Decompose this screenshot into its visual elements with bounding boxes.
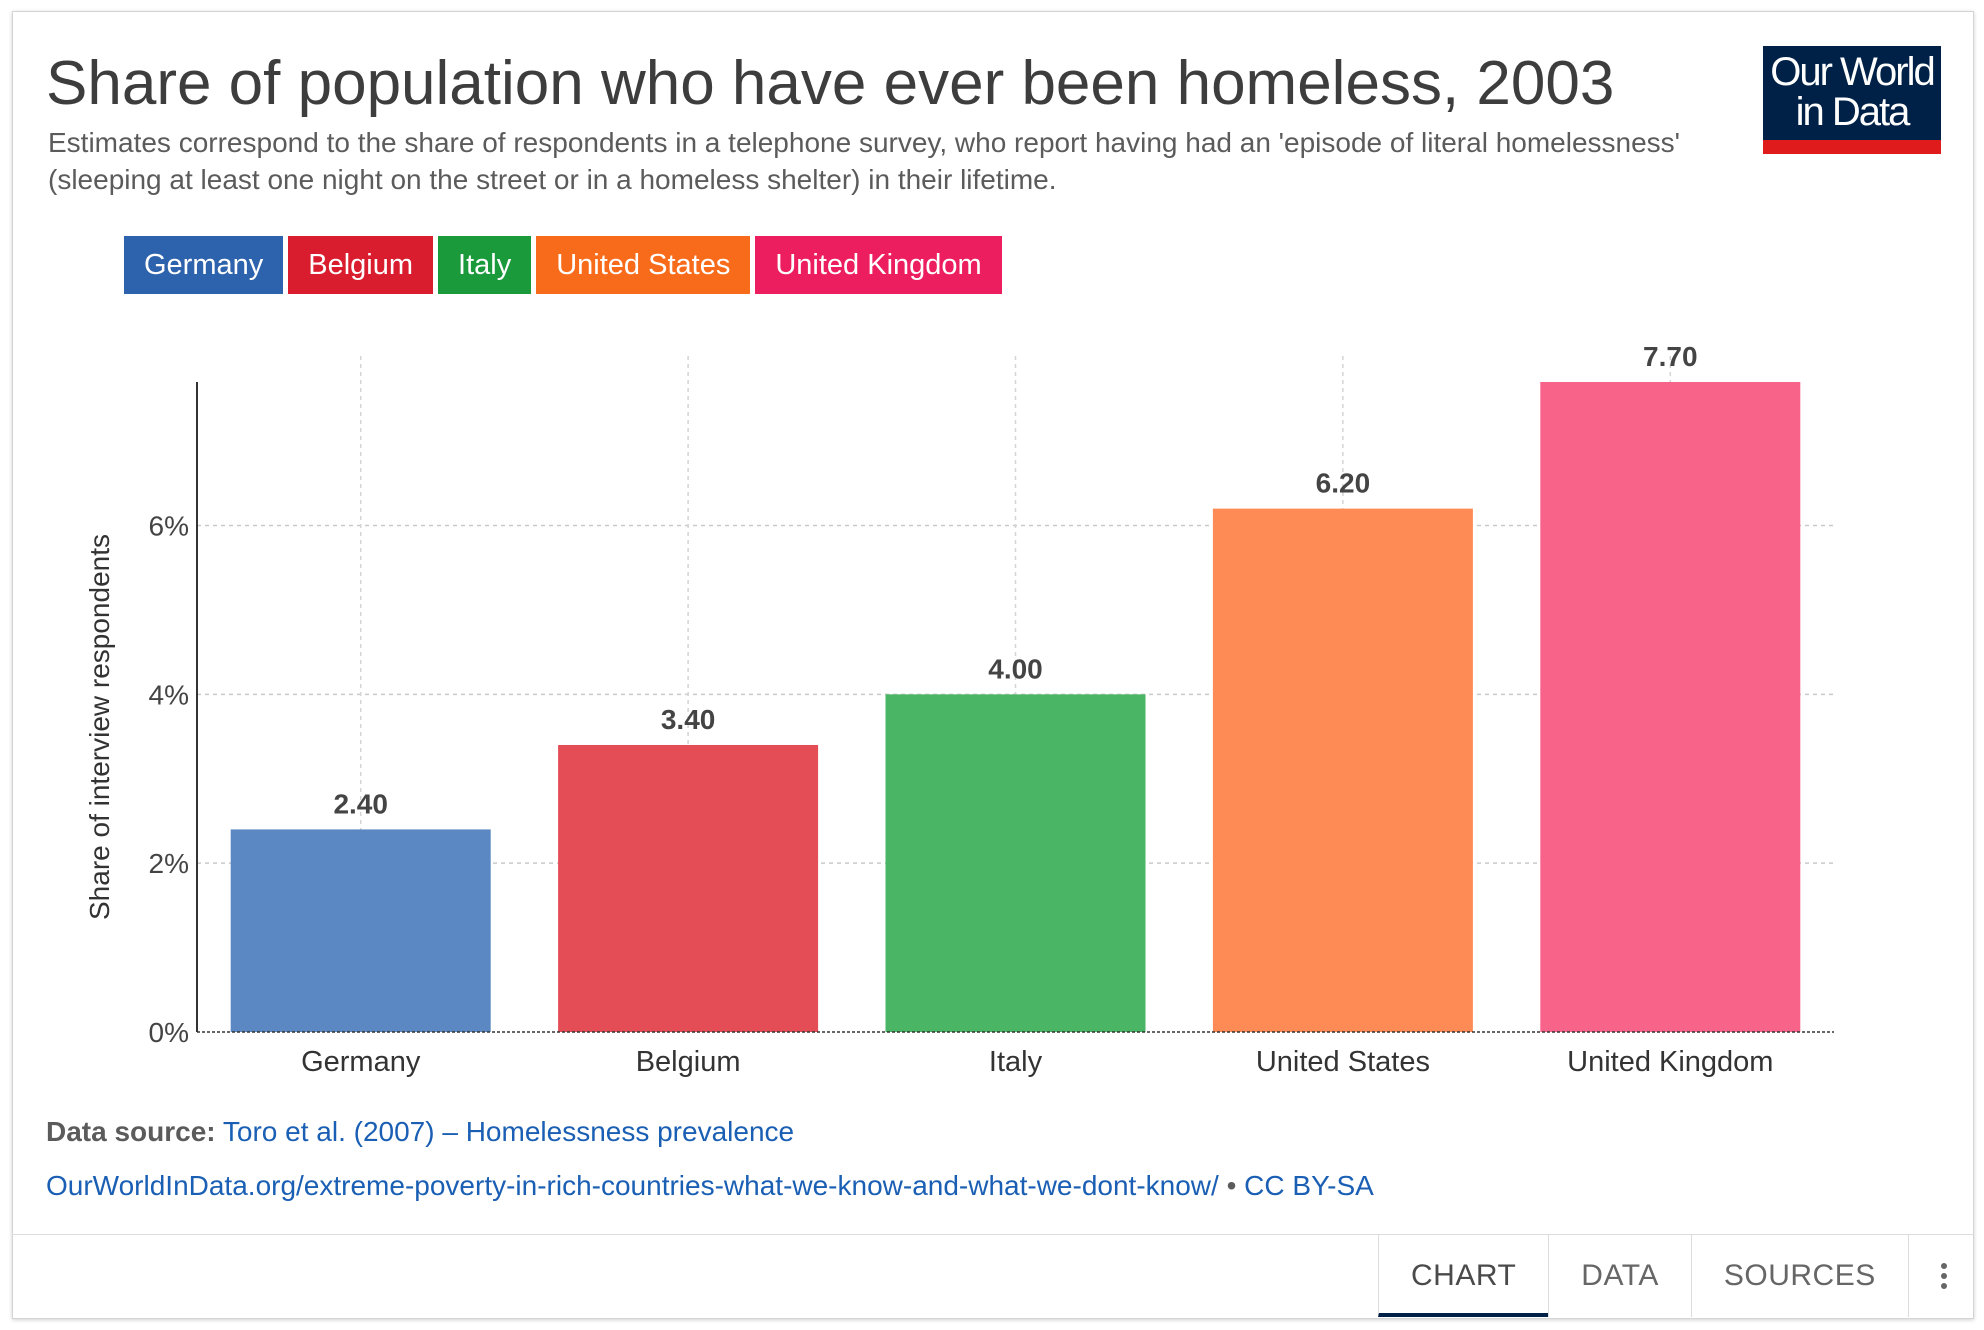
logo-red-bar bbox=[1763, 140, 1941, 154]
x-tick-label: Italy bbox=[989, 1046, 1043, 1078]
more-options-icon[interactable] bbox=[1907, 1235, 1980, 1317]
y-axis-title: Share of interview respondents bbox=[84, 534, 115, 920]
bar bbox=[558, 744, 819, 1032]
legend: Germany Belgium Italy United States Unit… bbox=[124, 236, 1007, 294]
x-tick-label: United States bbox=[1256, 1046, 1430, 1078]
bar-value-label: 7.70 bbox=[1643, 341, 1698, 372]
legend-item-united-states[interactable]: United States bbox=[536, 236, 751, 294]
url-separator: • bbox=[1218, 1170, 1245, 1201]
footer-divider bbox=[12, 1234, 1974, 1235]
legend-item-germany[interactable]: Germany bbox=[124, 236, 284, 294]
data-source-link[interactable]: Toro et al. (2007) – Homelessness preval… bbox=[222, 1116, 795, 1147]
tab-data[interactable]: DATA bbox=[1548, 1235, 1691, 1317]
bar-value-label: 3.40 bbox=[661, 704, 716, 735]
bar bbox=[1212, 508, 1473, 1032]
legend-item-united-kingdom[interactable]: United Kingdom bbox=[755, 236, 1002, 294]
logo-line-1: Our World bbox=[1770, 50, 1936, 94]
bar-value-label: 6.20 bbox=[1316, 468, 1371, 499]
legend-item-belgium[interactable]: Belgium bbox=[288, 236, 434, 294]
logo-line-2: in Data bbox=[1795, 90, 1911, 134]
bar bbox=[1540, 382, 1801, 1032]
bar bbox=[885, 694, 1146, 1032]
chart-url-line: OurWorldInData.org/extreme-poverty-in-ri… bbox=[46, 1170, 1374, 1202]
x-tick-label: Germany bbox=[301, 1046, 421, 1078]
chart-url-link[interactable]: OurWorldInData.org/extreme-poverty-in-ri… bbox=[46, 1170, 1219, 1201]
x-tick-label: Belgium bbox=[636, 1046, 741, 1078]
y-tick-label: 2% bbox=[149, 848, 189, 879]
chart-title: Share of population who have ever been h… bbox=[46, 49, 1615, 118]
tab-chart[interactable]: CHART bbox=[1378, 1235, 1549, 1317]
bar-value-label: 2.40 bbox=[333, 788, 388, 819]
bar bbox=[230, 829, 491, 1032]
bar-chart: 2.40 Germany 3.40 Belgium 4.00 Italy 6.20 Unite… bbox=[84, 341, 1834, 1078]
license-link[interactable]: CC BY-SA bbox=[1244, 1170, 1374, 1201]
bar-value-label: 4.00 bbox=[988, 653, 1043, 684]
view-tabs: CHART DATA SOURCES bbox=[1378, 1235, 1980, 1317]
y-tick-label: 6% bbox=[149, 511, 189, 542]
data-source-label: Data source: bbox=[46, 1116, 216, 1147]
tab-sources[interactable]: SOURCES bbox=[1690, 1235, 1908, 1317]
chart-subtitle: Estimates correspond to the share of res… bbox=[48, 127, 1681, 195]
legend-item-italy[interactable]: Italy bbox=[438, 236, 532, 294]
x-tick-label: United Kingdom bbox=[1567, 1046, 1773, 1078]
owid-logo[interactable]: Our World in Data bbox=[1763, 46, 1941, 154]
y-tick-label: 4% bbox=[149, 679, 189, 710]
data-source: Data source: Toro et al. (2007) – Homele… bbox=[46, 1116, 794, 1148]
y-tick-label: 0% bbox=[149, 1017, 189, 1048]
